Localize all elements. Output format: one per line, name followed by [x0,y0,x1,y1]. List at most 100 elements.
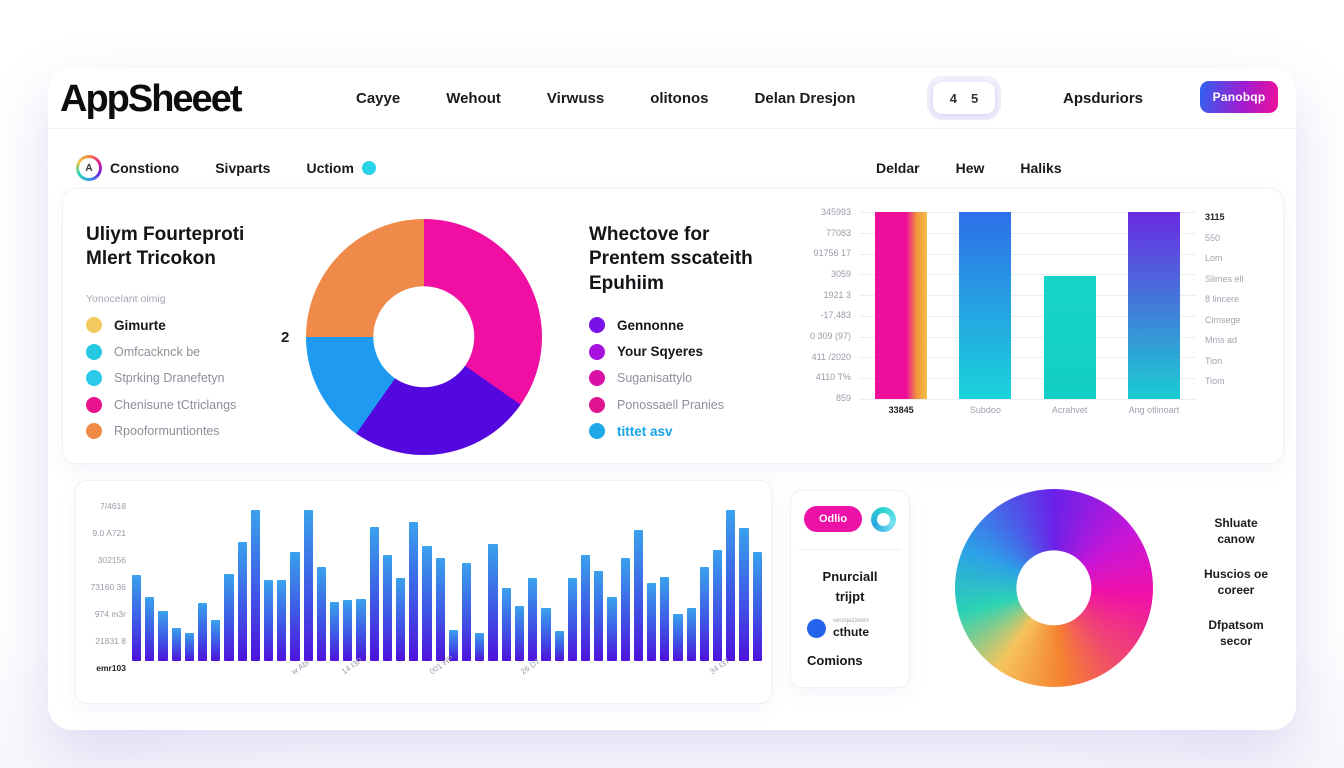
nav-item[interactable]: Cayye [356,89,401,107]
bar[interactable] [594,570,604,661]
bar[interactable] [712,550,723,661]
bar[interactable] [699,567,709,661]
bar[interactable] [959,212,1012,399]
legend-item[interactable]: Ponossaell Pranies [589,396,819,413]
bar[interactable] [264,579,274,661]
y-tick-label: 0 309 (97) [809,331,851,341]
bar[interactable] [158,611,168,661]
legend-item[interactable]: Suganisattylo [589,370,819,386]
bar[interactable] [554,631,564,661]
subnav-item[interactable]: Sivparts [215,160,271,176]
bar[interactable] [875,212,928,399]
gridline [859,336,1196,338]
left-chart-subtitle: Yonocelant oimig [86,293,166,305]
subnav-item[interactable]: Hew [955,160,985,176]
bar[interactable] [739,528,749,661]
legend-dot-icon [86,396,102,413]
legend-label: Your Sqyeres [617,344,704,359]
legend-item[interactable]: tittet asv [589,423,819,439]
legend-item[interactable]: Chenisune tCtriclangs [86,396,316,413]
bar[interactable] [330,601,340,661]
legend-dot-icon [86,317,102,333]
spectrum-donut-chart[interactable] [955,489,1153,687]
volume-y-axis: 7/4618 9.0 A721 302156 73160 36 974 m3r 21831… [82,501,126,673]
bar[interactable] [303,509,313,661]
bar[interactable] [250,509,261,661]
legend-dot-icon [589,396,605,413]
bar[interactable] [673,614,683,661]
primary-cta-button[interactable]: Panobqp [1200,81,1278,113]
y-tick-label: 91756 17 [813,248,851,259]
bar[interactable] [726,509,736,661]
y-tick-label: 302156 [97,555,126,565]
legend-label: Chenisune tCtriclangs [114,397,237,412]
bar[interactable] [132,575,142,661]
y-tick-label: -17,483 [820,310,851,321]
bar[interactable] [686,607,696,661]
bar[interactable] [224,573,234,661]
bar[interactable] [607,597,617,661]
bar[interactable] [501,587,511,661]
bar[interactable] [580,554,591,661]
legend-item[interactable]: Gimurte [86,317,316,333]
bar[interactable] [541,607,551,661]
bar[interactable] [409,522,419,661]
subnav-item[interactable]: Deldar [876,160,920,176]
bar[interactable] [290,551,300,661]
bar[interactable] [396,578,406,661]
bar[interactable] [448,629,459,661]
nav-item[interactable]: Virwuss [546,89,605,107]
bar[interactable] [633,529,643,661]
counter-box[interactable]: 4 5 [933,82,995,114]
bar[interactable] [316,567,327,661]
bar[interactable] [343,600,353,661]
nav-item[interactable]: Wehout [446,89,501,107]
legend-item[interactable]: Your Sqyeres [589,343,819,360]
gridline [859,253,1196,255]
legend-label: Stprking Dranefetyn [114,371,225,385]
nav-item[interactable]: olitonos [650,89,709,107]
bar[interactable] [145,597,155,661]
bar[interactable] [356,598,366,661]
overview-donut-chart[interactable] [306,219,542,455]
bar[interactable] [422,545,432,661]
bar[interactable] [435,558,445,661]
nav-item[interactable]: Delan Dresjon [754,89,856,107]
legend-item[interactable]: Omfcacknck be [86,343,316,360]
bar[interactable] [171,628,181,661]
account-link[interactable]: Apsduriors [1062,89,1143,107]
bar[interactable] [752,551,762,661]
subnav-item[interactable]: Constiono [110,160,180,176]
bar[interactable] [528,578,538,661]
bar[interactable] [237,542,247,661]
donut-label: Shluate canow [1214,516,1258,546]
stat-dot-icon [807,618,826,638]
legend-label: Rpooformuntiontes [114,424,220,438]
brand-ring-icon[interactable]: A [76,155,102,181]
bar[interactable] [475,632,485,661]
bar[interactable] [620,558,630,661]
bar[interactable] [1127,212,1180,399]
bar[interactable] [1043,275,1096,399]
bar[interactable] [567,578,577,661]
bar[interactable] [660,576,670,661]
y-tick-label: 411 /2020 [811,351,851,362]
bar[interactable] [462,562,472,661]
bar[interactable] [514,606,525,661]
bar[interactable] [211,620,221,661]
legend-dot-icon [589,317,605,333]
stat-card-button[interactable]: Odlio [804,506,862,532]
legend-item[interactable]: Rpooformuntiontes [86,423,316,439]
subnav-item[interactable]: Haliks [1020,160,1062,176]
bar[interactable] [646,583,657,661]
bar[interactable] [198,603,208,661]
bar[interactable] [184,632,195,661]
legend-item[interactable]: Stprking Dranefetyn [86,370,316,386]
bar[interactable] [382,554,393,661]
bar[interactable] [277,579,287,661]
bar[interactable] [369,526,379,661]
legend-item[interactable]: Gennonne [589,317,819,333]
bar[interactable] [488,544,498,661]
subnav-item[interactable]: Uctiom [306,160,376,176]
